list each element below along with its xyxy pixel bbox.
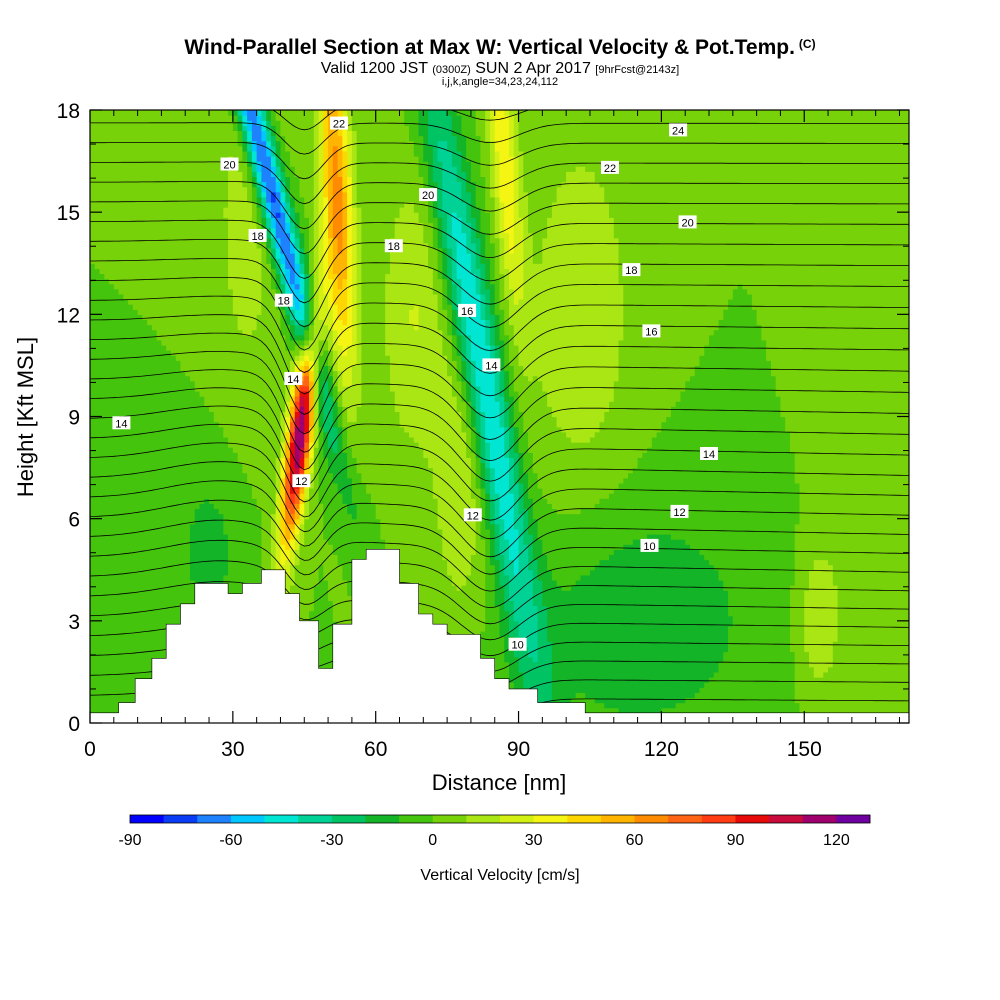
- contour-label: 22: [601, 160, 619, 175]
- colorbar-swatch: [769, 815, 804, 823]
- colorbar-swatch: [466, 815, 501, 823]
- colorbar-swatch: [365, 815, 400, 823]
- x-tick-label: 120: [644, 738, 679, 761]
- y-tick-label: 0: [68, 713, 80, 736]
- contour-label: 18: [248, 229, 267, 243]
- y-tick-label: 18: [57, 100, 80, 123]
- colorbar-swatch: [399, 815, 434, 823]
- potential-temperature-contours: [90, 110, 909, 721]
- colorbar-tick-label: -90: [118, 832, 141, 849]
- subtitle-valid: Valid 1200 JST: [321, 60, 428, 77]
- contour-label: 24: [669, 123, 688, 137]
- colorbar-swatch: [668, 815, 703, 823]
- contour-label: 14: [284, 372, 303, 386]
- contour-label: 18: [274, 293, 293, 308]
- contour-label: 10: [508, 637, 527, 652]
- colorbar-tick-label: 120: [823, 832, 850, 849]
- colorbar-swatch: [735, 815, 770, 823]
- contour-label: 12: [670, 504, 689, 519]
- chart-title-mark: (C): [799, 37, 816, 51]
- contour-label: 14: [700, 447, 718, 461]
- colorbar-swatch: [533, 815, 568, 823]
- axes: 0 30 60 90 120 150 0 3 6 9 12 15 18: [57, 100, 909, 761]
- contour-label: 18: [384, 239, 403, 253]
- colorbar-label: Vertical Velocity [cm/s]: [420, 867, 579, 884]
- terrain-mask: [90, 549, 909, 723]
- colorbar-swatch: [567, 815, 602, 823]
- chart-subtitle: Valid 1200 JST (0300Z) SUN 2 Apr 2017 [9…: [0, 60, 1000, 78]
- colorbar-swatch: [298, 815, 333, 823]
- colorbar-swatch: [130, 815, 165, 823]
- x-tick-label: 90: [507, 738, 530, 761]
- contour-label: 12: [463, 508, 482, 522]
- y-axis-label: Height [Kft MSL]: [13, 337, 38, 497]
- colorbar-swatch: [432, 815, 467, 823]
- colorbar-swatch: [230, 815, 265, 823]
- y-tick-label: 9: [68, 407, 80, 430]
- contour-label: 14: [112, 416, 131, 430]
- colorbar-tick-label: 60: [626, 832, 644, 849]
- x-tick-label: 150: [787, 738, 822, 761]
- x-tick-label: 60: [364, 738, 387, 761]
- contour-label: 14: [482, 358, 501, 372]
- subtitle-date: SUN 2 Apr 2017: [475, 60, 591, 77]
- y-tick-label: 12: [57, 304, 80, 327]
- chart-title-text: Wind-Parallel Section at Max W: Vertical…: [184, 36, 795, 59]
- colorbar-tick-label: 90: [727, 832, 745, 849]
- chart-title: Wind-Parallel Section at Max W: Vertical…: [0, 36, 1000, 60]
- colorbar-swatch: [836, 815, 871, 823]
- contour-label: 22: [330, 116, 348, 131]
- contour-labels: 22 24 20 22 20 20 18 18 18 18 16 16 14 14 14 14 12 12 12 10…: [112, 116, 718, 652]
- subtitle-forecast: [9hrFcst@2143z]: [595, 64, 679, 76]
- colorbar-tick-label: -30: [320, 832, 343, 849]
- contour-label: 10: [640, 538, 659, 553]
- contour-label: 20: [419, 188, 438, 202]
- contour-label: 20: [678, 215, 697, 229]
- colorbar-swatch: [331, 815, 366, 823]
- colorbar-swatch: [197, 815, 232, 823]
- x-tick-label: 30: [221, 738, 244, 761]
- colorbar-swatch: [264, 815, 299, 823]
- colorbar-swatch: [163, 815, 198, 823]
- y-tick-label: 3: [68, 611, 80, 634]
- y-tick-label: 6: [68, 509, 80, 532]
- contour-label: 16: [642, 324, 661, 338]
- contour-label: 12: [292, 474, 311, 488]
- colorbar: -90 -60 -30 0 30 60 90 120: [118, 814, 871, 849]
- x-tick-label: 0: [84, 738, 96, 761]
- contour-label: 16: [458, 303, 477, 318]
- y-tick-label: 15: [57, 202, 80, 225]
- colorbar-tick-label: 30: [525, 832, 543, 849]
- x-axis-label: Distance [nm]: [432, 770, 567, 795]
- colorbar-tick-label: -60: [219, 832, 242, 849]
- colorbar-swatch: [634, 815, 669, 823]
- chart-section-indices: i,j,k,angle=34,23,24,112: [0, 76, 1000, 88]
- colorbar-tick-label: 0: [428, 832, 437, 849]
- colorbar-swatch: [600, 815, 635, 823]
- contour-label: 18: [622, 263, 641, 277]
- colorbar-swatch: [500, 815, 535, 823]
- subtitle-utc: (0300Z): [432, 64, 471, 76]
- colorbar-swatch: [802, 815, 837, 823]
- colorbar-swatch: [701, 815, 736, 823]
- contour-label: 20: [220, 157, 239, 172]
